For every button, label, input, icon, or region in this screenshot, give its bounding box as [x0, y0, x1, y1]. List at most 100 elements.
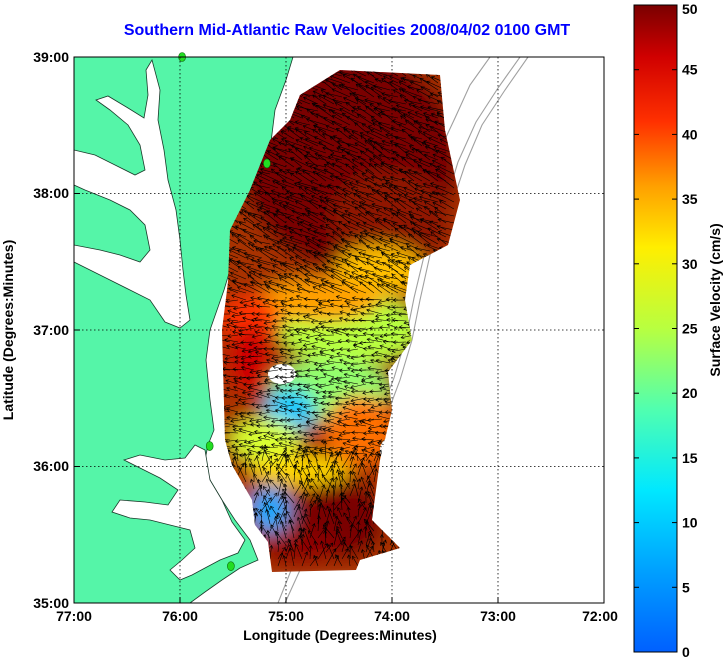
velocity-arrow: [336, 352, 351, 357]
velocity-arrow: [319, 498, 327, 518]
velocity-arrow: [299, 266, 319, 280]
velocity-arrow: [328, 435, 343, 441]
velocity-arrow: [306, 117, 327, 126]
velocity-arrow: [301, 213, 319, 224]
colorbar-tick-label: 25: [682, 321, 698, 337]
velocity-arrow: [295, 311, 311, 316]
velocity-arrow: [309, 432, 327, 437]
velocity-arrow: [304, 243, 319, 252]
velocity-arrow: [367, 475, 375, 490]
velocity-arrow: [372, 146, 391, 161]
velocity-arrow: [306, 108, 319, 119]
velocity-arrow: [275, 180, 295, 189]
velocity-arrow: [262, 227, 279, 238]
velocity-arrow: [297, 505, 303, 518]
velocity-arrow: [288, 148, 303, 161]
velocity-arrow: [222, 344, 231, 350]
velocity-arrow: [311, 478, 319, 490]
velocity-arrow: [276, 246, 295, 259]
velocity-arrow: [332, 209, 351, 224]
velocity-arrow: [338, 472, 351, 490]
velocity-arrow: [327, 413, 343, 420]
velocity-arrow: [250, 258, 271, 266]
velocity-arrow: [374, 106, 391, 112]
velocity-arrow: [392, 89, 407, 98]
velocity-arrow: [232, 367, 247, 372]
velocity-arrow: [367, 425, 383, 430]
velocity-arrow: [310, 195, 327, 203]
velocity-arrow: [429, 163, 447, 175]
velocity-arrow: [331, 484, 336, 504]
velocity-arrow: [286, 327, 303, 333]
velocity-arrow: [361, 437, 375, 442]
velocity-arrow: [297, 166, 319, 175]
velocity-arrow: [327, 394, 343, 399]
velocity-arrow: [326, 341, 343, 346]
velocity-arrow: [229, 271, 247, 280]
velocity-arrow: [346, 516, 359, 532]
velocity-arrow: [367, 366, 383, 371]
velocity-arrow: [303, 264, 319, 273]
velocity-arrow: [356, 114, 375, 126]
velocity-arrow: [252, 224, 271, 238]
velocity-arrow: [355, 99, 375, 112]
velocity-arrow: [286, 128, 303, 140]
velocity-arrow: [234, 345, 247, 350]
velocity-arrow: [331, 501, 336, 518]
velocity-arrow: [282, 488, 295, 504]
velocity-arrow: [255, 247, 271, 259]
velocity-arrow: [315, 105, 335, 119]
velocity-arrow: [413, 171, 431, 182]
velocity-arrow: [263, 338, 279, 343]
velocity-arrow: [368, 482, 375, 497]
velocity-arrow: [318, 183, 335, 189]
velocity-arrow: [301, 491, 306, 504]
velocity-arrow: [381, 283, 399, 294]
y-tick-label: 36:00: [33, 458, 69, 474]
velocity-arrow: [314, 325, 327, 330]
velocity-arrow: [367, 345, 383, 350]
velocity-arrow: [385, 284, 407, 294]
velocity-arrow: [309, 180, 327, 189]
velocity-arrow: [345, 163, 359, 175]
velocity-arrow: [282, 380, 295, 385]
velocity-arrow: [317, 284, 335, 294]
velocity-arrow: [261, 488, 270, 504]
velocity-arrow: [388, 99, 407, 105]
velocity-arrow: [263, 434, 279, 441]
velocity-arrow: [293, 538, 298, 560]
velocity-arrow: [416, 230, 439, 238]
y-tick-label: 35:00: [33, 595, 69, 611]
velocity-arrow: [312, 286, 327, 294]
velocity-arrow: [246, 392, 263, 399]
velocity-arrow: [240, 209, 255, 217]
velocity-arrow: [226, 318, 239, 323]
velocity-arrow: [249, 369, 263, 374]
velocity-arrow: [317, 302, 335, 308]
velocity-arrow: [314, 473, 327, 490]
velocity-arrow: [308, 503, 313, 518]
velocity-arrow: [298, 535, 311, 553]
velocity-arrow: [376, 189, 391, 196]
x-tick-labels: 77:00 76:00 75:00 74:00 73:00 72:00: [56, 608, 618, 624]
velocity-arrow: [303, 404, 319, 409]
x-tick-label: 73:00: [480, 608, 516, 624]
velocity-arrow: [436, 174, 455, 189]
velocity-arrow: [272, 163, 287, 175]
velocity-arrow: [377, 95, 391, 105]
velocity-arrow: [312, 171, 327, 182]
velocity-arrow: [304, 373, 319, 378]
velocity-arrow: [241, 348, 255, 353]
velocity-arrow: [295, 139, 311, 147]
velocity-arrow: [273, 304, 287, 309]
velocity-arrow: [350, 383, 367, 389]
velocity-arrow: [234, 447, 239, 462]
velocity-arrow: [398, 194, 415, 203]
velocity-arrow: [276, 463, 287, 476]
velocity-arrow: [226, 323, 239, 329]
velocity-arrow: [403, 194, 423, 203]
velocity-arrow: [282, 324, 295, 329]
velocity-arrow: [241, 390, 255, 395]
velocity-arrow: [232, 424, 247, 429]
velocity-arrow: [342, 96, 359, 105]
